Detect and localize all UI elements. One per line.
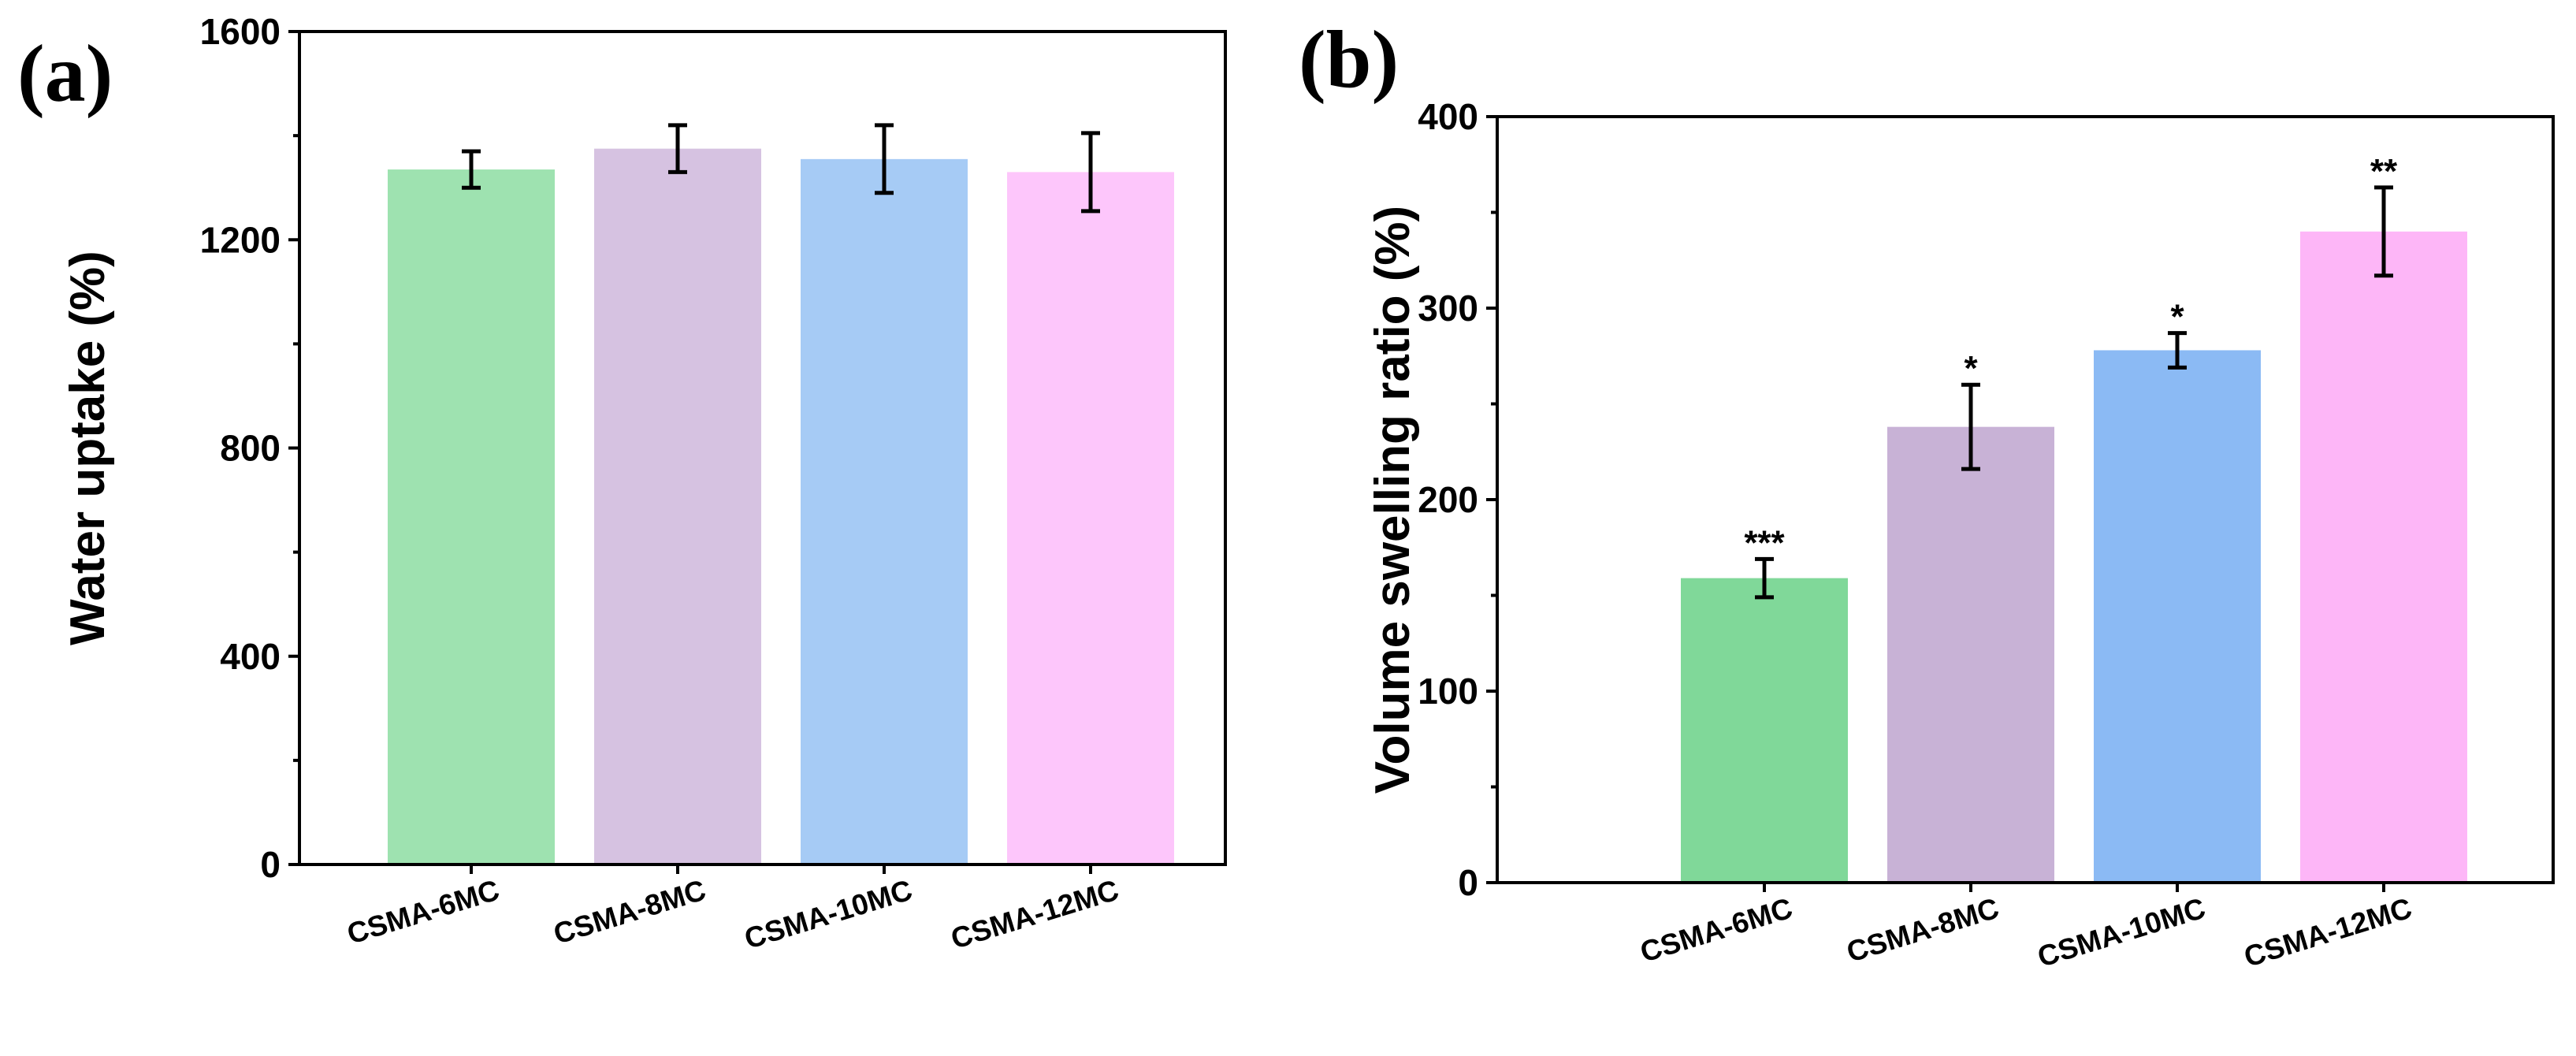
panel-a-y-tick-label: 1600 (200, 11, 281, 52)
panel-a-label: (a) (17, 28, 113, 119)
panel-b-error-bars (1755, 185, 2393, 600)
panel-a-y-ticks (288, 30, 299, 866)
panel-b-significance-marks: *** * * ** (1744, 152, 2398, 562)
panel-b-significance-label: *** (1744, 523, 1785, 562)
panel-a-y-tick-label: 0 (260, 844, 281, 885)
panel-a-category-label: CSMA-6MC (344, 873, 504, 950)
panel-a-y-tick-label: 800 (220, 428, 281, 469)
panel-b-y-tick-label: 300 (1418, 288, 1478, 329)
panel-a-plot-frame (298, 30, 1227, 866)
a-bar (801, 158, 968, 865)
panel-a-category-labels: CSMA-6MC CSMA-8MC CSMA-10MC CSMA-12MC (344, 873, 1123, 955)
panel-a-y-axis-title: Water uptake (%) (61, 251, 115, 645)
panel-b-category-label: CSMA-6MC (1637, 891, 1797, 969)
panel-a-category-label: CSMA-8MC (550, 873, 710, 950)
panel-b-plot-frame (1496, 115, 2555, 884)
panel-b-volume-swelling-chart: (b) *** * * ** 0 100 200 300 400 CSMA-6M… (1299, 14, 2555, 973)
a-bar (1007, 172, 1174, 865)
a-bar (388, 169, 555, 865)
panel-a-category-label: CSMA-10MC (741, 873, 916, 955)
panel-a-error-bars (462, 123, 1100, 214)
panel-b-label: (b) (1299, 14, 1399, 105)
panel-b-y-tick-labels: 0 100 200 300 400 (1418, 96, 1478, 903)
panel-b-category-label: CSMA-8MC (1843, 891, 2003, 969)
a-bar (594, 148, 761, 865)
panel-b-y-tick-label: 200 (1418, 479, 1478, 520)
b-bar (1887, 426, 2054, 883)
panel-b-y-ticks (1486, 115, 1497, 884)
panel-a-bars (388, 148, 1174, 865)
b-bar (2300, 231, 2467, 883)
panel-b-significance-label: ** (2370, 152, 2398, 191)
panel-b-y-tick-label: 400 (1418, 96, 1478, 137)
panel-b-category-labels: CSMA-6MC CSMA-8MC CSMA-10MC CSMA-12MC (1637, 891, 2416, 973)
panel-a-category-label: CSMA-12MC (947, 873, 1122, 955)
panel-a-y-tick-label: 400 (220, 636, 281, 677)
panel-b-significance-label: * (1964, 349, 1978, 388)
panel-b-y-tick-label: 0 (1458, 862, 1478, 903)
b-bar (1681, 578, 1848, 883)
panel-a-water-uptake-chart: (a) 0 400 800 1200 1600 CSMA-6MC CSMA-8M… (17, 11, 1227, 955)
panel-b-y-axis-title: Volume swelling ratio (%) (1366, 206, 1420, 794)
panel-b-category-label: CSMA-10MC (2034, 891, 2209, 973)
panel-b-category-label: CSMA-12MC (2240, 891, 2415, 973)
panel-b-significance-label: * (2170, 298, 2184, 337)
panel-a-y-tick-labels: 0 400 800 1200 1600 (200, 11, 281, 885)
b-bar (2094, 350, 2261, 883)
panel-b-bars (1681, 231, 2467, 883)
panel-b-y-tick-label: 100 (1418, 671, 1478, 712)
panel-a-y-tick-label: 1200 (200, 219, 281, 260)
